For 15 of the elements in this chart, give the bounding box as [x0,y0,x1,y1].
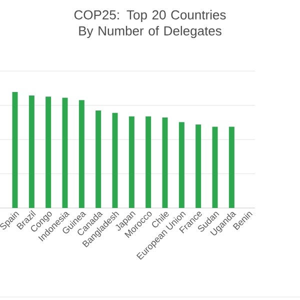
bar [96,110,102,208]
bar [112,112,118,208]
bar [12,92,18,208]
chart-title: COP25: Top 20 Countries By Number of Delegates [74,10,226,38]
bar [162,118,168,208]
bar [228,126,234,208]
bar [212,126,218,208]
bar [128,116,134,208]
bar [46,96,52,208]
bar [146,116,152,208]
bar [62,98,68,208]
bar [78,100,84,208]
bar [178,122,184,208]
bar [28,95,34,208]
bar [196,124,202,208]
